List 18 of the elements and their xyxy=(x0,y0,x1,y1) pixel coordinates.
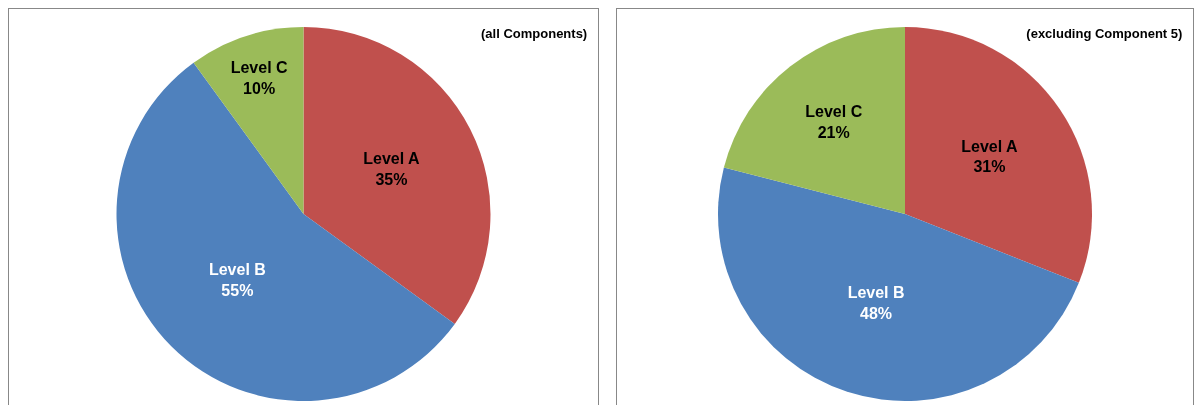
slice-label: Level B xyxy=(208,261,266,279)
data-label: 55% xyxy=(221,282,254,300)
pie-slice xyxy=(193,27,304,214)
text: (all Components) xyxy=(481,25,588,41)
chart-title: (excluding Component 5) xyxy=(1026,25,1183,41)
slice-label: Level A xyxy=(363,150,420,168)
data-label: 35% xyxy=(375,171,408,189)
pie-slice xyxy=(905,27,1092,283)
pie-slice xyxy=(116,62,455,401)
pie-slice xyxy=(723,27,905,214)
data-label: 48% xyxy=(860,304,893,322)
slice-label: Level A xyxy=(961,137,1019,155)
data-label: 10% xyxy=(243,80,276,98)
slice-label: Level C xyxy=(230,59,289,77)
slice-label: Level C xyxy=(805,103,863,121)
data-label: 21% xyxy=(817,124,850,142)
slice-label: Level B xyxy=(847,284,905,302)
data-label: 31% xyxy=(973,158,1006,176)
